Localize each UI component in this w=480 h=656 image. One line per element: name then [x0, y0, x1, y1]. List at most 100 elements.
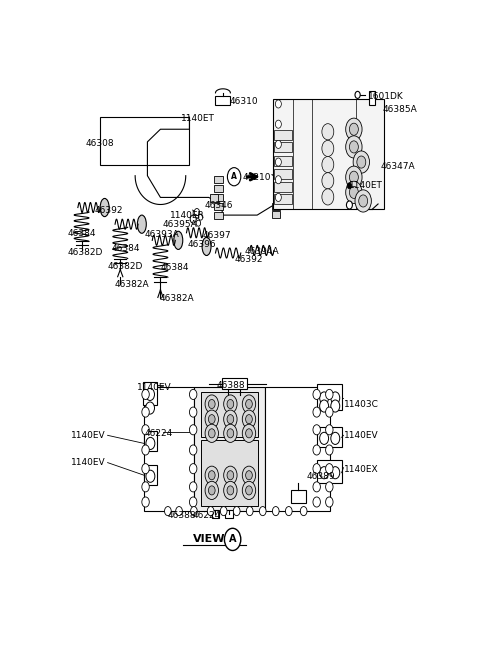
Text: 1140ET: 1140ET [349, 181, 384, 190]
Circle shape [205, 424, 218, 442]
Circle shape [190, 445, 197, 455]
Bar [212, 510, 219, 518]
Text: 46384: 46384 [67, 229, 96, 237]
Bar [274, 169, 292, 179]
Circle shape [146, 438, 155, 449]
Circle shape [145, 402, 155, 414]
Circle shape [357, 156, 366, 168]
Circle shape [242, 410, 256, 428]
Text: 1140EX: 1140EX [344, 465, 379, 474]
Bar [144, 382, 156, 405]
Circle shape [349, 141, 359, 153]
Circle shape [322, 124, 334, 140]
Bar [215, 212, 223, 219]
Bar [272, 211, 280, 218]
Circle shape [331, 432, 340, 444]
Circle shape [205, 482, 218, 499]
Bar [215, 185, 223, 192]
Circle shape [322, 189, 334, 205]
Circle shape [276, 194, 281, 201]
Text: 46347A: 46347A [381, 162, 415, 171]
Circle shape [233, 506, 240, 516]
Circle shape [190, 464, 197, 474]
Bar [264, 387, 330, 510]
Circle shape [320, 400, 329, 412]
Circle shape [190, 424, 197, 435]
Circle shape [190, 497, 197, 507]
Bar [290, 490, 305, 503]
Circle shape [142, 482, 149, 492]
Text: 46382A: 46382A [115, 280, 150, 289]
Circle shape [208, 415, 215, 424]
Circle shape [346, 118, 362, 140]
Circle shape [194, 209, 200, 216]
Circle shape [353, 151, 370, 173]
Bar [317, 460, 342, 483]
Text: 46308: 46308 [86, 139, 115, 148]
Bar [144, 431, 156, 451]
Circle shape [220, 506, 227, 516]
Circle shape [347, 201, 352, 209]
Circle shape [276, 158, 281, 166]
Text: 46384: 46384 [160, 262, 189, 272]
Circle shape [313, 482, 321, 492]
Circle shape [313, 464, 321, 474]
Circle shape [224, 424, 237, 442]
Circle shape [349, 171, 359, 183]
Circle shape [325, 407, 333, 417]
Text: 46396: 46396 [187, 240, 216, 249]
Circle shape [198, 214, 203, 220]
Circle shape [227, 486, 234, 495]
Circle shape [227, 415, 234, 424]
Bar [225, 510, 233, 518]
Circle shape [346, 181, 362, 203]
Circle shape [322, 157, 334, 173]
Bar [215, 176, 223, 183]
Bar [274, 156, 292, 166]
Circle shape [325, 445, 333, 455]
Circle shape [322, 140, 334, 157]
Circle shape [325, 390, 333, 400]
Circle shape [320, 392, 329, 404]
Text: 1140EV: 1140EV [71, 431, 106, 440]
Circle shape [146, 470, 155, 482]
Text: 1140ER: 1140ER [170, 211, 205, 220]
Bar [272, 203, 280, 210]
Text: 46388: 46388 [167, 510, 196, 520]
Bar [317, 384, 342, 409]
Circle shape [145, 388, 155, 400]
Circle shape [242, 395, 256, 413]
Bar [202, 392, 258, 438]
Circle shape [224, 466, 237, 484]
Text: 46310: 46310 [229, 98, 258, 106]
Circle shape [331, 466, 340, 479]
Circle shape [325, 497, 333, 507]
Bar [222, 379, 247, 390]
Circle shape [313, 497, 321, 507]
Circle shape [349, 186, 359, 198]
Text: 1140EV: 1140EV [344, 431, 379, 440]
Circle shape [313, 424, 321, 435]
Bar [144, 464, 156, 485]
Circle shape [246, 400, 252, 409]
Circle shape [246, 415, 252, 424]
Circle shape [191, 506, 197, 516]
Circle shape [313, 407, 321, 417]
Text: 11403C: 11403C [344, 400, 379, 409]
Circle shape [300, 506, 307, 516]
Text: 46392: 46392 [234, 255, 263, 264]
Circle shape [246, 506, 253, 516]
Circle shape [190, 215, 196, 223]
Circle shape [196, 220, 201, 226]
Bar [274, 130, 292, 140]
Text: 1140EV: 1140EV [137, 383, 171, 392]
Text: 1601DK: 1601DK [368, 92, 404, 102]
Text: 1140ET: 1140ET [181, 114, 215, 123]
Bar [194, 387, 264, 510]
Circle shape [320, 466, 329, 479]
Circle shape [347, 183, 352, 189]
Circle shape [313, 445, 321, 455]
Circle shape [227, 429, 234, 438]
Circle shape [273, 506, 279, 516]
Circle shape [224, 395, 237, 413]
